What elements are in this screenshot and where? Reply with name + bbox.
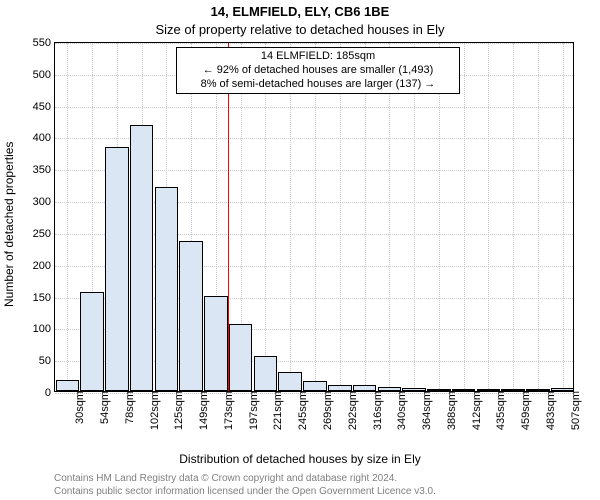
gridline-v: [513, 43, 514, 391]
gridline-v: [290, 43, 291, 391]
histogram-bar: [353, 385, 377, 391]
gridline-v: [464, 43, 465, 391]
chart-title-line1: 14, ELMFIELD, ELY, CB6 1BE: [0, 4, 600, 19]
gridline-v: [67, 43, 68, 391]
histogram-bar: [204, 296, 228, 391]
histogram-bar: [526, 389, 550, 391]
histogram-bar: [56, 380, 80, 391]
annotation-line3: 8% of semi-detached houses are larger (1…: [181, 78, 455, 92]
histogram-bar: [551, 388, 575, 391]
histogram-bar: [427, 389, 451, 391]
histogram-bar: [80, 292, 104, 391]
gridline-v: [414, 43, 415, 391]
gridline-v: [538, 43, 539, 391]
ytick-label: 200: [33, 260, 55, 272]
footer-attribution: Contains HM Land Registry data © Crown c…: [54, 473, 436, 498]
xtick-label: 316sqm: [369, 391, 384, 430]
xtick-label: 125sqm: [170, 391, 185, 430]
xtick-label: 483sqm: [542, 391, 557, 430]
gridline-v: [340, 43, 341, 391]
ytick-label: 300: [33, 196, 55, 208]
footer-line2: Contains public sector information licen…: [54, 486, 436, 499]
xtick-label: 54sqm: [96, 391, 111, 424]
xtick-label: 269sqm: [319, 391, 334, 430]
y-axis-label: Number of detached properties: [2, 142, 16, 307]
property-size-marker: [228, 43, 229, 391]
x-axis-label: Distribution of detached houses by size …: [0, 452, 600, 466]
xtick-label: 459sqm: [517, 391, 532, 430]
ytick-label: 50: [39, 355, 55, 367]
ytick-label: 150: [33, 292, 55, 304]
xtick-label: 149sqm: [195, 391, 210, 430]
xtick-label: 364sqm: [418, 391, 433, 430]
xtick-label: 507sqm: [567, 391, 582, 430]
xtick-label: 388sqm: [443, 391, 458, 430]
xtick-label: 435sqm: [492, 391, 507, 430]
xtick-label: 197sqm: [245, 391, 260, 430]
ytick-label: 400: [33, 132, 55, 144]
histogram-bar: [501, 389, 525, 391]
footer-line1: Contains HM Land Registry data © Crown c…: [54, 473, 436, 486]
histogram-bar: [254, 356, 278, 391]
gridline-v: [488, 43, 489, 391]
annotation-line1: 14 ELMFIELD: 185sqm: [181, 50, 455, 64]
histogram-bar: [477, 389, 501, 391]
histogram-bar: [229, 324, 253, 391]
ytick-label: 250: [33, 228, 55, 240]
gridline-h: [55, 107, 573, 108]
annotation-line2: ← 92% of detached houses are smaller (1,…: [181, 64, 455, 78]
histogram-bar: [303, 381, 327, 391]
xtick-label: 245sqm: [294, 391, 309, 430]
histogram-bar: [179, 241, 203, 391]
histogram-bar: [452, 389, 476, 391]
histogram-bar: [105, 147, 129, 391]
ytick-label: 0: [45, 387, 55, 399]
xtick-label: 30sqm: [71, 391, 86, 424]
xtick-label: 78sqm: [121, 391, 136, 424]
gridline-h: [55, 43, 573, 44]
gridline-v: [389, 43, 390, 391]
xtick-label: 292sqm: [344, 391, 359, 430]
ytick-label: 500: [33, 69, 55, 81]
ytick-label: 100: [33, 323, 55, 335]
gridline-v: [265, 43, 266, 391]
ytick-label: 350: [33, 164, 55, 176]
xtick-label: 221sqm: [269, 391, 284, 430]
xtick-label: 340sqm: [393, 391, 408, 430]
plot-area: 05010015020025030035040045050055030sqm54…: [54, 42, 574, 392]
histogram-bar: [130, 125, 154, 391]
annotation-box: 14 ELMFIELD: 185sqm← 92% of detached hou…: [176, 47, 460, 94]
xtick-label: 173sqm: [220, 391, 235, 430]
histogram-bar: [155, 187, 179, 391]
histogram-bar: [278, 372, 302, 391]
chart-title-line2: Size of property relative to detached ho…: [0, 22, 600, 37]
histogram-bar: [328, 385, 352, 391]
gridline-v: [315, 43, 316, 391]
gridline-v: [563, 43, 564, 391]
histogram-bar: [378, 387, 402, 391]
gridline-v: [439, 43, 440, 391]
ytick-label: 450: [33, 101, 55, 113]
gridline-v: [365, 43, 366, 391]
xtick-label: 102sqm: [146, 391, 161, 430]
xtick-label: 412sqm: [468, 391, 483, 430]
ytick-label: 550: [33, 37, 55, 49]
histogram-bar: [402, 388, 426, 391]
